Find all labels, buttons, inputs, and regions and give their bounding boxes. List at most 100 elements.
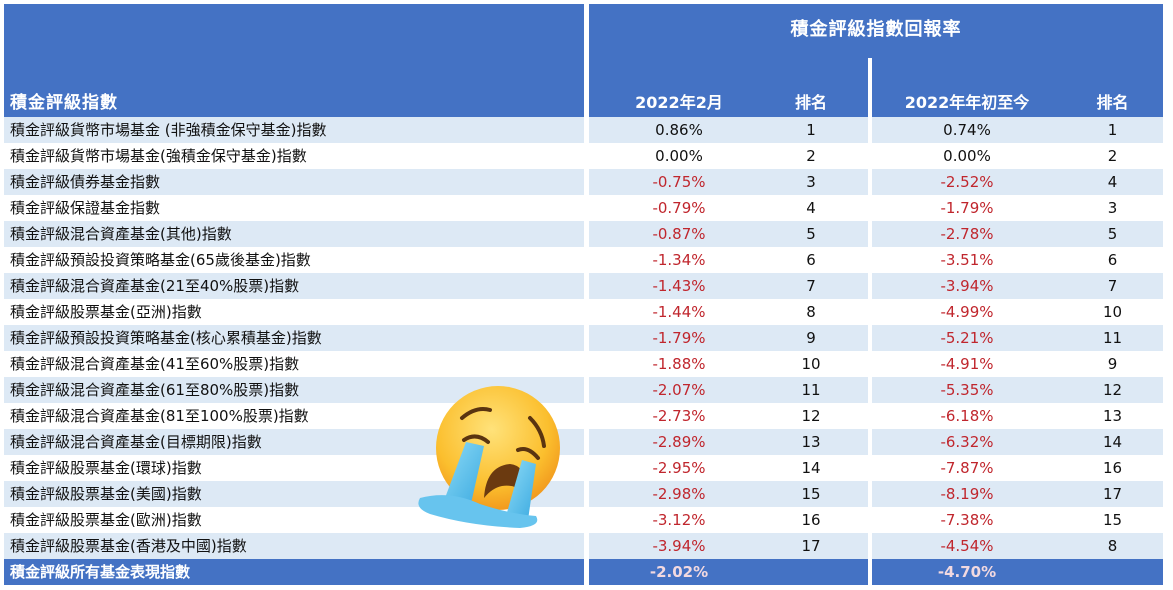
feb-return: -0.87% <box>652 225 706 243</box>
fund-index-name: 積金評級混合資產基金(41至60%股票)指數 <box>10 355 300 373</box>
total-feb-return: -2.02% <box>649 563 709 581</box>
ytd-return: -2.52% <box>940 173 994 191</box>
feb-rank: 12 <box>801 407 821 425</box>
feb-rank: 8 <box>806 303 816 321</box>
table-row: 積金評級混合資產基金(目標期限)指數 -2.89% 13 -6.32% 14 <box>4 429 1164 455</box>
feb-rank: 6 <box>806 251 816 269</box>
ytd-return: -6.18% <box>940 407 994 425</box>
fund-index-name: 積金評級債券基金指數 <box>4 169 584 195</box>
col-ytd-2022: 2022年年初至今 <box>904 93 1030 112</box>
ytd-cell-bg <box>872 169 1163 195</box>
ytd-cell-bg <box>872 481 1163 507</box>
ytd-return: -8.19% <box>940 485 994 503</box>
feb-return: -0.75% <box>652 173 706 191</box>
feb-rank: 14 <box>801 459 821 477</box>
ytd-return: -4.99% <box>940 303 994 321</box>
ytd-cell-bg <box>872 221 1163 247</box>
table-row: 積金評級貨幣市場基金(強積金保守基金)指數 0.00% 2 0.00% 2 <box>4 143 1164 169</box>
table-row: 積金評級保證基金指數 -0.79% 4 -1.79% 3 <box>4 195 1164 221</box>
ytd-rank: 11 <box>1102 329 1123 347</box>
ytd-return: -4.54% <box>940 537 994 555</box>
table-row: 積金評級預設投資策略基金(核心累積基金)指數 -1.79% 9 -5.21% 11 <box>4 325 1164 351</box>
ytd-cell-bg <box>872 117 1163 143</box>
feb-return: -0.79% <box>652 199 706 217</box>
ytd-rank: 17 <box>1102 485 1123 503</box>
feb-cell-bg <box>589 325 868 351</box>
index-column-header: 積金評級指數 <box>4 4 584 117</box>
feb-rank: 15 <box>801 485 821 503</box>
fund-index-name: 積金評級貨幣市場基金(強積金保守基金)指數 <box>10 147 307 165</box>
ytd-return: -5.21% <box>940 329 994 347</box>
feb-rank: 10 <box>801 355 821 373</box>
table-row: 積金評級混合資產基金(81至100%股票)指數 -2.73% 12 -6.18% 13 <box>4 403 1164 429</box>
total-row: 積金評級所有基金表現指數 -2.02% -4.70% <box>4 559 1164 585</box>
ytd-rank: 16 <box>1102 459 1123 477</box>
fund-index-name: 積金評級股票基金(環球)指數 <box>10 459 202 477</box>
fund-index-name: 積金評級混合資產基金(81至100%股票)指數 <box>10 407 309 425</box>
index-column-title: 積金評級指數 <box>10 93 118 113</box>
ytd-rank: 7 <box>1107 277 1118 295</box>
feb-return: -1.43% <box>652 277 706 295</box>
feb-rank: 13 <box>801 433 821 451</box>
feb-return: -1.79% <box>652 329 706 347</box>
table-row: 積金評級混合資產基金(41至60%股票)指數 -1.88% 10 -4.91% 9 <box>4 351 1164 377</box>
ytd-return: -7.87% <box>940 459 994 477</box>
fund-index-name: 積金評級股票基金(歐洲)指數 <box>10 511 202 529</box>
fund-index-name: 積金評級混合資產基金(21至40%股票)指數 <box>4 273 584 299</box>
feb-return: -1.34% <box>652 251 706 269</box>
ytd-cell-bg <box>872 377 1163 403</box>
feb-return: 0.86% <box>655 121 703 139</box>
feb-rank: 3 <box>806 173 816 191</box>
feb-cell-bg <box>589 169 868 195</box>
feb-cell-bg <box>589 377 868 403</box>
ytd-cell-bg <box>872 429 1163 455</box>
col-feb-rank: 排名 <box>794 93 827 112</box>
feb-rank: 7 <box>806 277 816 295</box>
feb-return: -2.73% <box>652 407 706 425</box>
ytd-rank: 5 <box>1107 225 1118 243</box>
table-row: 積金評級債券基金指數 -0.75% 3 -2.52% 4 <box>4 169 1164 195</box>
feb-return: -1.44% <box>652 303 706 321</box>
table-row: 積金評級預設投資策略基金(65歲後基金)指數 -1.34% 6 -3.51% 6 <box>4 247 1164 273</box>
ytd-cell-bg <box>872 533 1163 559</box>
header-divider <box>868 58 872 117</box>
fund-index-name: 積金評級貨幣市場基金 (非強積金保守基金)指數 <box>4 117 584 143</box>
ytd-return: -3.94% <box>940 277 994 295</box>
feb-rank: 17 <box>801 537 821 555</box>
table-row: 積金評級股票基金(環球)指數 -2.95% 14 -7.87% 16 <box>4 455 1164 481</box>
fund-index-name: 積金評級保證基金指數 <box>10 199 161 217</box>
feb-cell-bg <box>589 273 868 299</box>
table-row: 積金評級股票基金(亞洲)指數 -1.44% 8 -4.99% 10 <box>4 299 1164 325</box>
feb-rank: 2 <box>806 147 816 165</box>
ytd-return: -7.38% <box>940 511 994 529</box>
ytd-return: -2.78% <box>940 225 994 243</box>
ytd-rank: 14 <box>1102 433 1123 451</box>
table-row: 積金評級混合資產基金(61至80%股票)指數 -2.07% 11 -5.35% 12 <box>4 377 1164 403</box>
fund-index-name: 積金評級股票基金(香港及中國)指數 <box>4 533 584 559</box>
ytd-return: -3.51% <box>940 251 994 269</box>
feb-return: -2.95% <box>652 459 706 477</box>
table-row: 積金評級混合資產基金(其他)指數 -0.87% 5 -2.78% 5 <box>4 221 1164 247</box>
ytd-return: -4.91% <box>940 355 994 373</box>
ytd-rank: 15 <box>1102 511 1123 529</box>
ytd-return: 0.00% <box>943 147 991 165</box>
ytd-rank: 2 <box>1107 147 1118 165</box>
ytd-rank: 3 <box>1107 199 1118 217</box>
feb-rank: 9 <box>806 329 816 347</box>
feb-return: -2.98% <box>652 485 706 503</box>
ytd-return: -6.32% <box>940 433 994 451</box>
fund-index-name: 積金評級預設投資策略基金(核心累積基金)指數 <box>4 325 584 351</box>
total-feb-bg <box>589 559 868 585</box>
ytd-rank: 9 <box>1107 355 1118 373</box>
fund-index-name: 積金評級預設投資策略基金(65歲後基金)指數 <box>10 251 311 269</box>
ytd-rank: 10 <box>1102 303 1123 321</box>
returns-group-header: 積金評級指數回報率 2022年2月 排名 2022年年初至今 排名 <box>589 4 1163 117</box>
data-table-body: 積金評級貨幣市場基金 (非強積金保守基金)指數 0.86% 1 0.74% 1 積金評級貨… <box>4 117 1164 585</box>
feb-cell-bg <box>589 221 868 247</box>
feb-rank: 16 <box>801 511 821 529</box>
feb-return: -1.88% <box>652 355 706 373</box>
feb-rank: 11 <box>801 381 821 399</box>
ytd-rank: 4 <box>1107 173 1118 191</box>
feb-return: -2.89% <box>652 433 706 451</box>
col-feb-2022: 2022年2月 <box>635 93 723 112</box>
